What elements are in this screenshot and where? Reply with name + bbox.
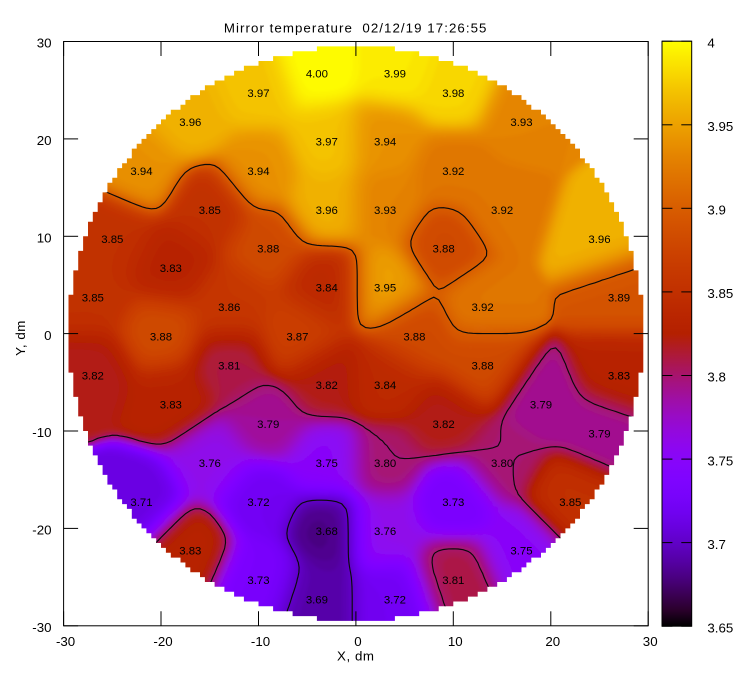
svg-text:3.68: 3.68 bbox=[316, 526, 338, 538]
svg-text:4.00: 4.00 bbox=[306, 68, 328, 80]
svg-text:3.84: 3.84 bbox=[374, 380, 396, 392]
svg-text:3.96: 3.96 bbox=[316, 205, 338, 217]
svg-text:-10: -10 bbox=[32, 425, 51, 440]
svg-text:3.97: 3.97 bbox=[316, 137, 338, 149]
svg-text:3.81: 3.81 bbox=[218, 361, 240, 373]
svg-text:30: 30 bbox=[37, 36, 52, 51]
svg-text:3.79: 3.79 bbox=[257, 419, 279, 431]
svg-text:3.7: 3.7 bbox=[707, 537, 726, 552]
svg-text:X, dm: X, dm bbox=[337, 648, 374, 663]
svg-text:3.72: 3.72 bbox=[247, 497, 269, 509]
svg-text:3.79: 3.79 bbox=[530, 400, 552, 412]
svg-text:-20: -20 bbox=[32, 523, 51, 538]
svg-text:3.83: 3.83 bbox=[608, 370, 630, 382]
svg-text:-20: -20 bbox=[153, 634, 172, 649]
svg-text:3.92: 3.92 bbox=[472, 302, 494, 314]
svg-text:30: 30 bbox=[643, 634, 658, 649]
svg-text:3.83: 3.83 bbox=[179, 546, 201, 558]
svg-text:3.85: 3.85 bbox=[101, 234, 123, 246]
svg-text:3.75: 3.75 bbox=[316, 458, 338, 470]
svg-text:3.76: 3.76 bbox=[199, 458, 221, 470]
svg-text:3.76: 3.76 bbox=[374, 526, 396, 538]
svg-text:-10: -10 bbox=[251, 634, 270, 649]
svg-text:3.83: 3.83 bbox=[160, 400, 182, 412]
svg-text:3.82: 3.82 bbox=[82, 370, 104, 382]
svg-text:3.80: 3.80 bbox=[374, 458, 396, 470]
svg-text:3.96: 3.96 bbox=[179, 117, 201, 129]
svg-text:3.75: 3.75 bbox=[510, 546, 532, 558]
svg-text:3.85: 3.85 bbox=[559, 497, 581, 509]
svg-text:3.92: 3.92 bbox=[442, 166, 464, 178]
svg-text:3.65: 3.65 bbox=[707, 620, 733, 635]
svg-text:3.95: 3.95 bbox=[374, 283, 396, 295]
svg-text:3.81: 3.81 bbox=[442, 575, 464, 587]
svg-text:0: 0 bbox=[44, 328, 51, 343]
svg-text:3.88: 3.88 bbox=[150, 331, 172, 343]
svg-text:3.89: 3.89 bbox=[608, 292, 630, 304]
svg-text:3.71: 3.71 bbox=[130, 497, 152, 509]
svg-text:3.86: 3.86 bbox=[218, 302, 240, 314]
svg-text:3.88: 3.88 bbox=[433, 244, 455, 256]
svg-text:3.69: 3.69 bbox=[306, 594, 328, 606]
svg-text:3.93: 3.93 bbox=[374, 205, 396, 217]
svg-text:3.83: 3.83 bbox=[160, 263, 182, 275]
svg-text:4: 4 bbox=[707, 35, 714, 50]
svg-text:3.94: 3.94 bbox=[130, 166, 152, 178]
svg-text:3.8: 3.8 bbox=[707, 370, 726, 385]
svg-text:3.98: 3.98 bbox=[442, 88, 464, 100]
svg-text:3.85: 3.85 bbox=[707, 286, 733, 301]
svg-text:3.85: 3.85 bbox=[82, 292, 104, 304]
svg-text:3.93: 3.93 bbox=[510, 117, 532, 129]
svg-text:3.72: 3.72 bbox=[384, 594, 406, 606]
svg-text:3.79: 3.79 bbox=[588, 429, 610, 441]
svg-text:3.84: 3.84 bbox=[316, 283, 338, 295]
svg-text:3.99: 3.99 bbox=[384, 68, 406, 80]
svg-text:Mirror temperature 02/12/19 1: Mirror temperature 02/12/19 17:26:55 bbox=[224, 20, 488, 35]
svg-text:-30: -30 bbox=[32, 620, 51, 635]
svg-text:3.92: 3.92 bbox=[491, 205, 513, 217]
svg-text:10: 10 bbox=[448, 634, 463, 649]
svg-text:20: 20 bbox=[37, 133, 52, 148]
svg-text:3.96: 3.96 bbox=[588, 234, 610, 246]
svg-text:3.88: 3.88 bbox=[472, 361, 494, 373]
svg-text:20: 20 bbox=[545, 634, 560, 649]
svg-text:3.88: 3.88 bbox=[403, 331, 425, 343]
svg-text:3.9: 3.9 bbox=[707, 203, 726, 218]
svg-text:Y, dm: Y, dm bbox=[13, 320, 28, 356]
svg-text:3.94: 3.94 bbox=[374, 137, 396, 149]
svg-text:3.85: 3.85 bbox=[199, 205, 221, 217]
svg-text:3.82: 3.82 bbox=[433, 419, 455, 431]
svg-text:3.73: 3.73 bbox=[247, 575, 269, 587]
svg-text:0: 0 bbox=[354, 634, 361, 649]
svg-text:3.73: 3.73 bbox=[442, 497, 464, 509]
svg-text:3.80: 3.80 bbox=[491, 458, 513, 470]
svg-text:3.97: 3.97 bbox=[247, 88, 269, 100]
svg-text:3.87: 3.87 bbox=[286, 331, 308, 343]
svg-text:3.88: 3.88 bbox=[257, 244, 279, 256]
svg-text:10: 10 bbox=[37, 231, 52, 246]
svg-text:3.75: 3.75 bbox=[707, 453, 733, 468]
svg-text:-30: -30 bbox=[56, 634, 75, 649]
svg-text:3.95: 3.95 bbox=[707, 119, 733, 134]
svg-text:3.94: 3.94 bbox=[247, 166, 269, 178]
svg-text:3.82: 3.82 bbox=[316, 380, 338, 392]
